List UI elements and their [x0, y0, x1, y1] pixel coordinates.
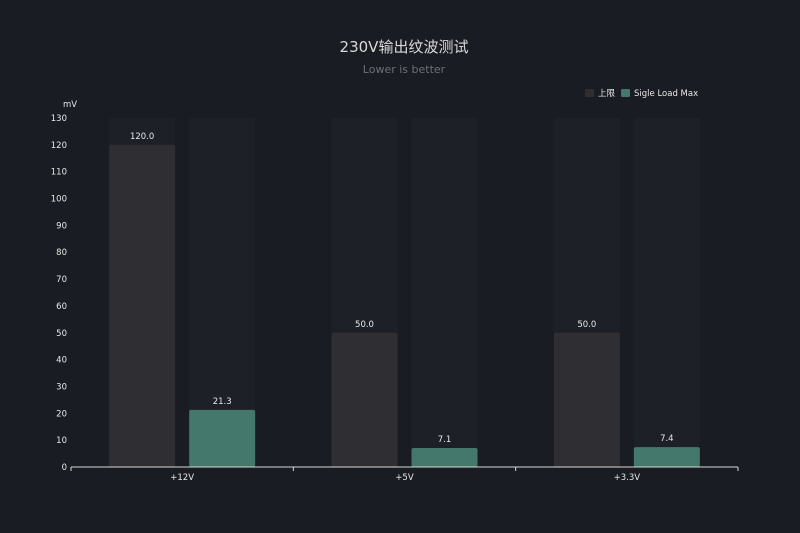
- y-tick-label: 110: [51, 168, 67, 178]
- y-tick-label: 120: [51, 141, 67, 151]
- bar: [633, 447, 700, 467]
- bar: [411, 447, 478, 467]
- y-tick-label: 80: [56, 248, 67, 258]
- bar: [109, 144, 176, 467]
- chart-subtitle: Lower is better: [363, 63, 446, 76]
- y-tick-label: 40: [56, 356, 67, 366]
- y-axis-unit: mV: [63, 100, 77, 110]
- y-tick-label: 20: [56, 409, 67, 419]
- y-tick-label: 50: [56, 329, 67, 339]
- data-label: 7.4: [660, 434, 674, 444]
- legend-item-max[interactable]: Sigle Load Max: [621, 89, 698, 99]
- legend[interactable]: 上限 Sigle Load Max: [585, 89, 698, 99]
- legend-label-max: Sigle Load Max: [634, 89, 698, 99]
- data-label: 21.3: [213, 397, 232, 407]
- x-tick-label: +12V: [170, 473, 194, 483]
- y-tick-label: 90: [56, 221, 67, 231]
- y-tick-label: 0: [62, 463, 67, 473]
- data-label: 7.1: [438, 435, 452, 445]
- bar-background: [633, 118, 700, 467]
- plot-area: 0 10 20 30 40 50 60 70 80 90 100 110 120 130 +12V +5V +3…: [51, 114, 739, 483]
- y-tick-label: 30: [56, 382, 67, 392]
- data-label: 120.0: [130, 132, 154, 142]
- bar: [189, 409, 256, 467]
- legend-item-limit[interactable]: 上限: [585, 89, 616, 99]
- chart-title: 230V输出纹波测试: [340, 38, 469, 56]
- x-tick-label: +5V: [395, 473, 414, 483]
- bar-background: [411, 118, 478, 467]
- legend-label-limit: 上限: [598, 89, 616, 99]
- bar: [331, 332, 398, 467]
- bar: [553, 332, 620, 467]
- y-tick-label: 60: [56, 302, 67, 312]
- bar-background: [189, 118, 256, 467]
- legend-swatch-limit: [585, 89, 594, 97]
- y-tick-label: 130: [51, 114, 67, 124]
- legend-swatch-max: [621, 89, 630, 97]
- x-tick-label: +3.3V: [614, 473, 641, 483]
- y-tick-label: 10: [56, 436, 67, 446]
- data-label: 50.0: [355, 320, 374, 330]
- data-label: 50.0: [577, 320, 596, 330]
- y-tick-label: 70: [56, 275, 67, 285]
- y-tick-label: 100: [51, 195, 67, 205]
